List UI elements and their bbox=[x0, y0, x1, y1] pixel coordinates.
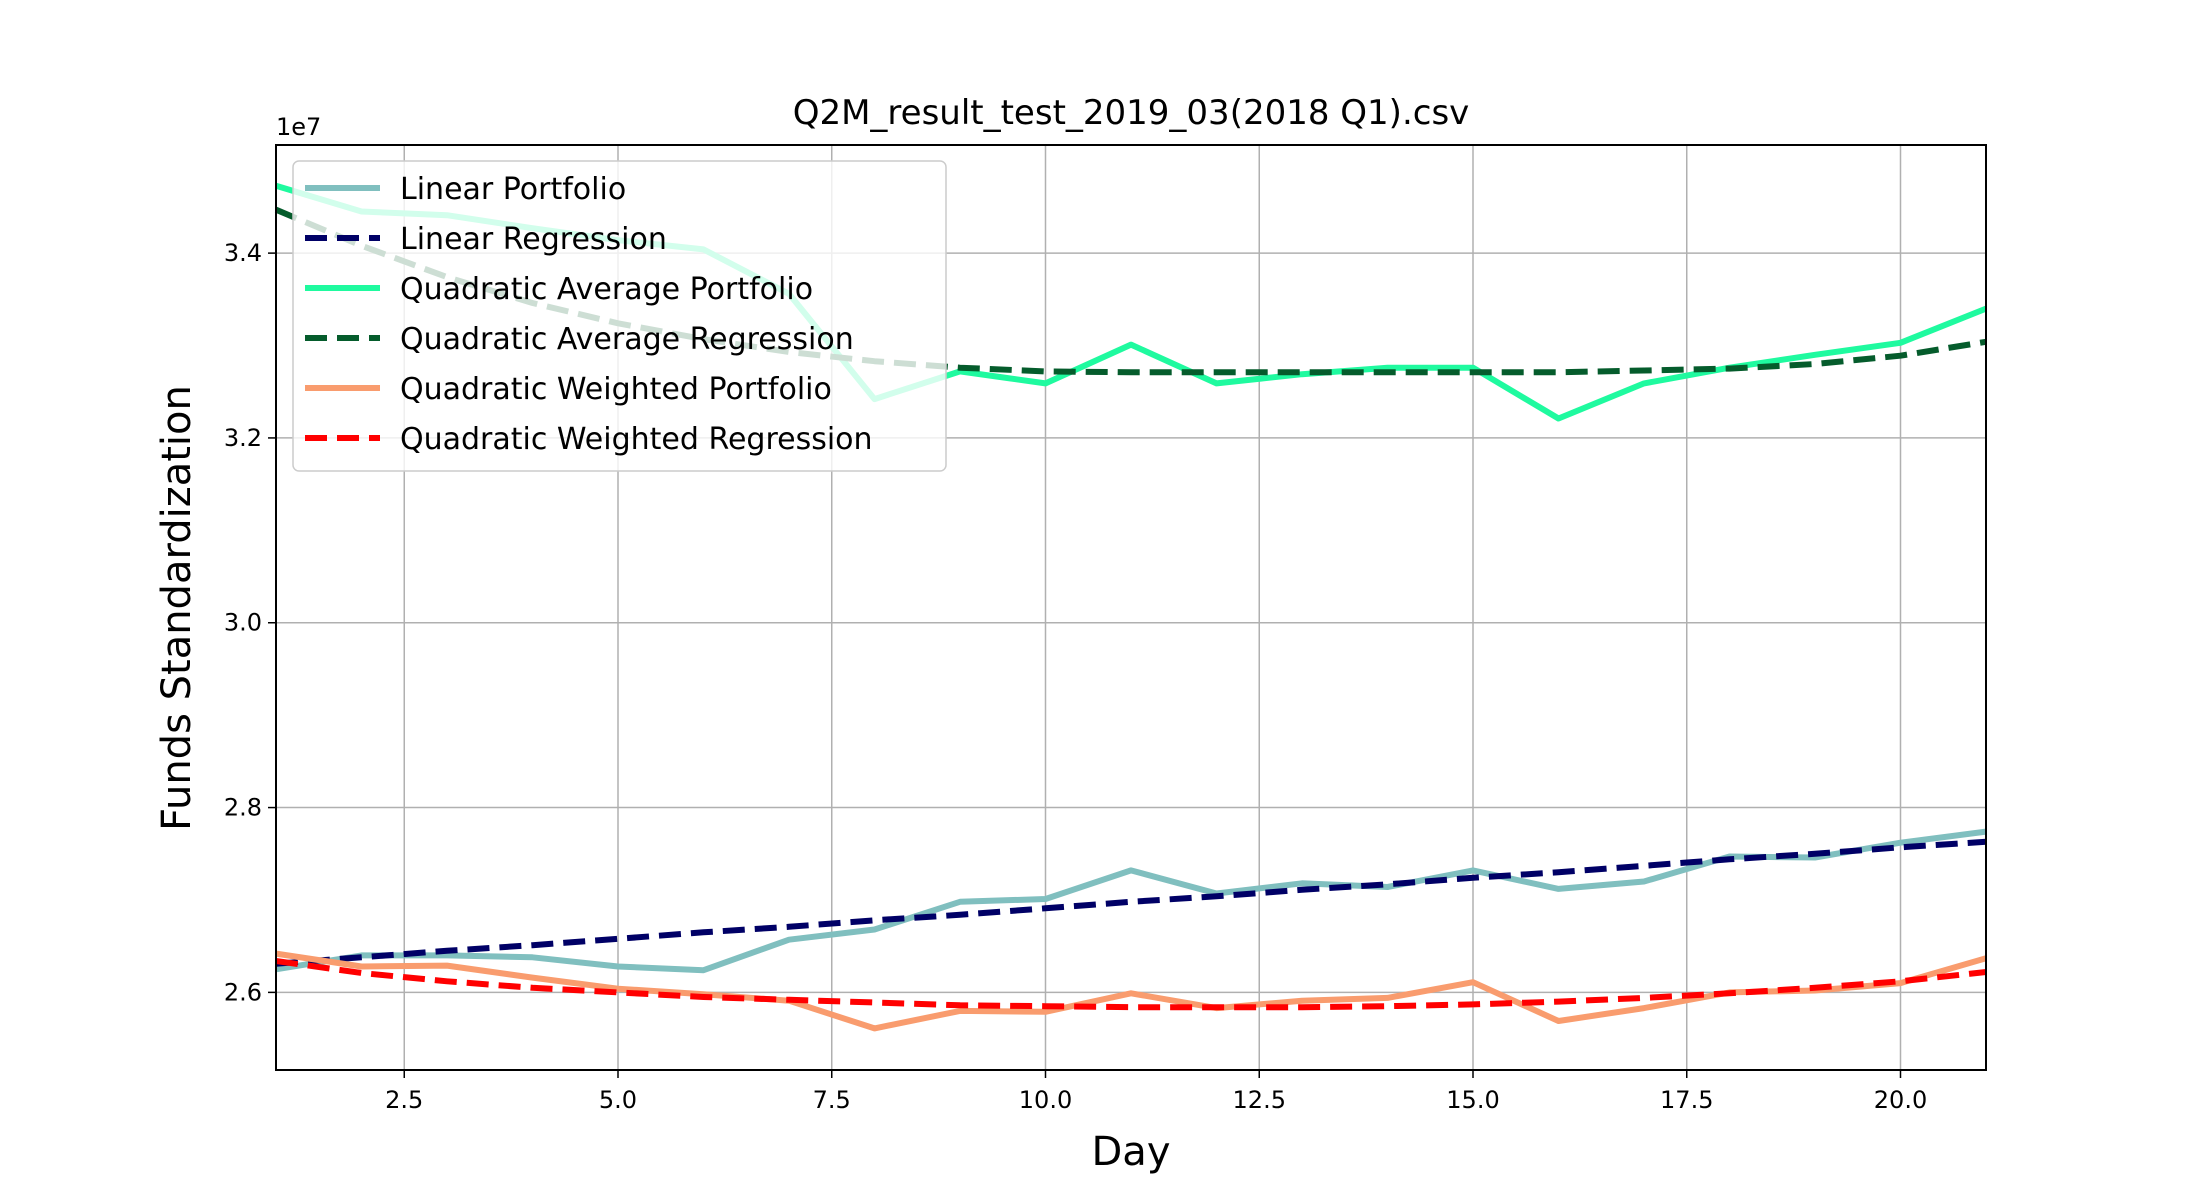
y-axis-label: Funds Standardization bbox=[154, 385, 200, 831]
x-axis-label: Day bbox=[1092, 1129, 1171, 1175]
x-tick-label: 12.5 bbox=[1233, 1086, 1286, 1114]
x-tick-label: 7.5 bbox=[813, 1086, 851, 1114]
y-axis-offset-label: 1e7 bbox=[276, 113, 321, 141]
legend-label: Quadratic Average Portfolio bbox=[400, 272, 813, 307]
legend-label: Quadratic Weighted Regression bbox=[400, 422, 873, 457]
x-tick-label: 17.5 bbox=[1660, 1086, 1713, 1114]
x-tick-label: 5.0 bbox=[599, 1086, 637, 1114]
y-tick-label: 3.4 bbox=[224, 239, 262, 267]
legend-label: Linear Regression bbox=[400, 222, 667, 257]
legend-label: Linear Portfolio bbox=[400, 172, 626, 207]
legend-label: Quadratic Weighted Portfolio bbox=[400, 372, 832, 407]
x-tick-label: 15.0 bbox=[1446, 1086, 1499, 1114]
series-line-quadratic-weighted-regression bbox=[275, 958, 1987, 1011]
legend-box bbox=[292, 160, 947, 472]
x-axis-ticks: 2.5 5.0 7.5 10.0 12.5 15.0 17.5 20.0 bbox=[385, 1070, 1927, 1114]
y-tick-label: 3.0 bbox=[224, 609, 262, 637]
x-tick-label: 10.0 bbox=[1019, 1086, 1072, 1114]
y-tick-label: 2.6 bbox=[224, 978, 262, 1006]
y-axis-ticks: 2.6 2.8 3.0 3.2 3.4 bbox=[224, 239, 276, 1006]
series-line-linear-portfolio bbox=[275, 828, 1987, 974]
y-tick-label: 3.2 bbox=[224, 424, 262, 452]
x-tick-label: 20.0 bbox=[1874, 1086, 1927, 1114]
legend-label: Quadratic Average Regression bbox=[400, 322, 854, 357]
chart-title: Q2M_result_test_2019_03(2018 Q1).csv bbox=[793, 93, 1470, 133]
plot-frame bbox=[275, 144, 1987, 1071]
series-line-linear-regression bbox=[275, 838, 1987, 967]
y-tick-label: 2.8 bbox=[224, 794, 262, 822]
legend: Linear Portfolio Linear Regression Quadrat… bbox=[292, 160, 947, 472]
x-tick-label: 2.5 bbox=[385, 1086, 423, 1114]
